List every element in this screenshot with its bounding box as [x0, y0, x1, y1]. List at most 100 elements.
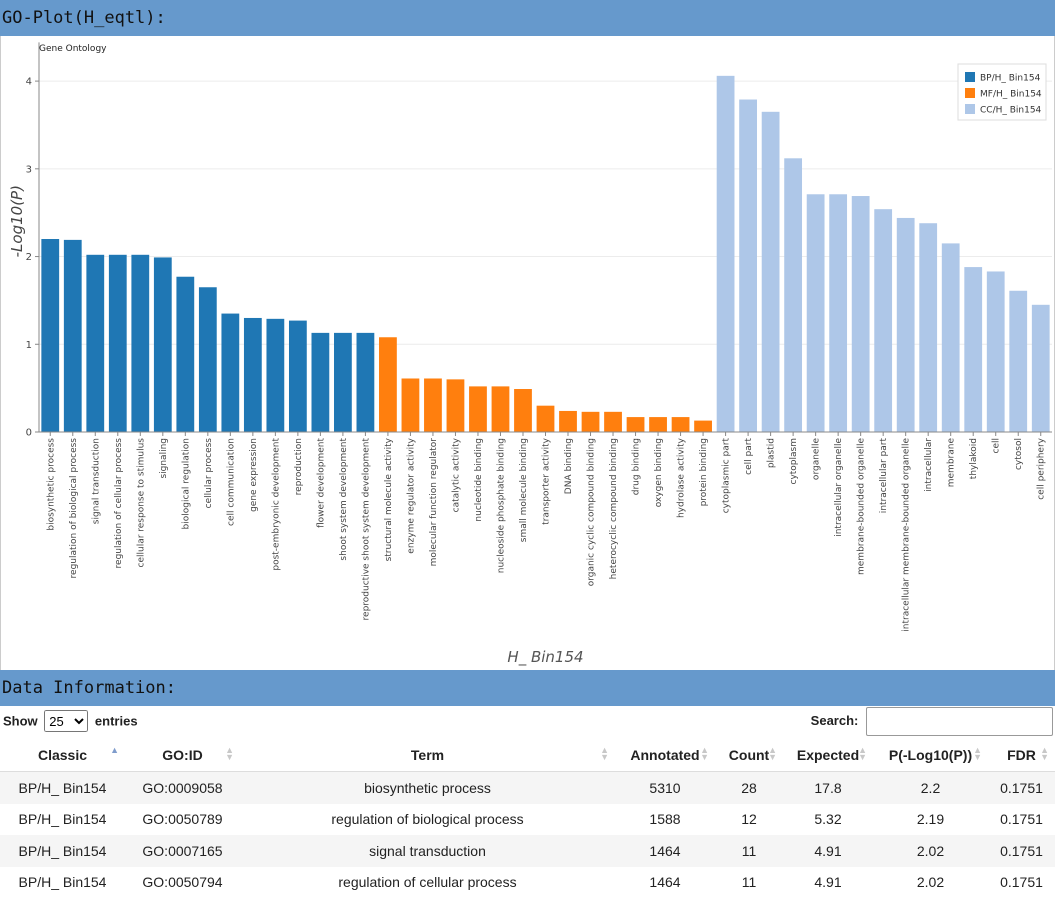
x-tick-label: shoot system development	[339, 438, 349, 561]
bar	[717, 76, 735, 432]
table-cell: 11	[715, 835, 783, 867]
legend-label: MF/H_ Bin154	[980, 90, 1042, 100]
table-cell: 4.91	[783, 835, 873, 867]
x-tick-label: reproduction	[294, 438, 304, 495]
table-cell: GO:0009058	[125, 772, 240, 804]
x-tick-label: nucleoside phosphate binding	[496, 438, 506, 573]
table-cell: signal transduction	[240, 835, 615, 867]
x-tick-label: cytoplasmic part	[722, 438, 732, 514]
bar	[311, 333, 329, 432]
column-header[interactable]: Classic ▲	[0, 738, 125, 772]
x-tick-label: membrane-bounded organelle	[857, 438, 867, 575]
table-cell: 1588	[615, 804, 715, 836]
data-information-header: Data Information:	[0, 670, 1055, 706]
column-header[interactable]: P(-Log10(P))▲▼	[873, 738, 988, 772]
bar	[447, 379, 465, 432]
x-tick-label: biological regulation	[181, 438, 191, 529]
sort-ascending-icon: ▲	[110, 747, 119, 754]
bar	[199, 287, 217, 432]
bar	[942, 243, 960, 432]
bar	[784, 158, 802, 432]
chart-title: Gene Ontology	[39, 44, 107, 54]
bar	[424, 378, 442, 432]
column-header[interactable]: Term▲▼	[240, 738, 615, 772]
page-size-select[interactable]: 102550100	[44, 710, 88, 732]
x-tick-label: hydrolase activity	[677, 437, 687, 518]
column-header-label: FDR	[1007, 747, 1036, 763]
y-tick-label: 3	[26, 164, 32, 175]
bar	[874, 209, 892, 432]
x-tick-label: cellular response to stimulus	[136, 438, 146, 568]
x-tick-label: cell	[992, 438, 1002, 454]
bar	[289, 321, 307, 432]
table-cell: 2.19	[873, 804, 988, 836]
table-cell: 11	[715, 867, 783, 898]
x-tick-label: cell part	[744, 438, 754, 475]
bar	[649, 417, 667, 432]
entries-label: entries	[95, 714, 138, 729]
column-header-label: Annotated	[630, 747, 699, 763]
x-tick-label: intracellular membrane-bounded organelle	[902, 438, 912, 632]
x-tick-label: flower development	[316, 438, 326, 528]
x-tick-label: intracellular	[924, 438, 934, 492]
x-tick-label: DNA binding	[564, 438, 574, 494]
search-control: Search:	[811, 707, 1053, 736]
column-header[interactable]: FDR▲▼	[988, 738, 1055, 772]
table-controls: Show 102550100 entries Search:	[0, 706, 1055, 736]
table-cell: 2.2	[873, 772, 988, 804]
column-header[interactable]: GO:ID▲▼	[125, 738, 240, 772]
table-cell: regulation of biological process	[240, 804, 615, 836]
show-label: Show	[3, 714, 38, 729]
table-cell: 0.1751	[988, 835, 1055, 867]
data-information-title: Data Information:	[2, 678, 176, 698]
x-tick-label: small molecule binding	[519, 438, 529, 542]
bar	[582, 412, 600, 432]
x-tick-label: drug binding	[632, 438, 642, 495]
x-tick-label: gene expression	[249, 438, 259, 512]
bar	[176, 277, 194, 432]
column-header[interactable]: Annotated▲▼	[615, 738, 715, 772]
column-header-label: Classic	[38, 747, 87, 763]
bar	[266, 319, 284, 432]
go-data-table: Classic▲GO:ID▲▼Term▲▼Annotated▲▼Count▲▼E…	[0, 738, 1055, 898]
x-tick-label: signal transduction	[91, 438, 101, 524]
column-header-label: Expected	[797, 747, 859, 763]
table-cell: 28	[715, 772, 783, 804]
table-cell: BP/H_ Bin154	[0, 804, 125, 836]
x-tick-label: organic cyclic compound binding	[587, 438, 597, 586]
x-tick-label: cell periphery	[1037, 437, 1047, 499]
search-input[interactable]	[866, 707, 1053, 736]
y-tick-label: 2	[26, 252, 32, 263]
bar	[672, 417, 690, 432]
bar	[559, 411, 577, 432]
table-cell: 2.02	[873, 867, 988, 898]
bar	[64, 240, 82, 432]
column-header[interactable]: Expected▲▼	[783, 738, 873, 772]
x-tick-label: regulation of cellular process	[114, 438, 124, 569]
legend-swatch	[965, 88, 975, 98]
table-cell: 12	[715, 804, 783, 836]
table-cell: 1464	[615, 835, 715, 867]
bar	[86, 255, 104, 432]
x-tick-label: organelle	[812, 438, 822, 481]
legend-swatch	[965, 72, 975, 82]
bar	[964, 267, 982, 432]
bar	[1009, 291, 1027, 432]
bar	[109, 255, 127, 432]
x-tick-label: cell communication	[226, 438, 236, 526]
x-tick-label: regulation of biological process	[69, 438, 79, 579]
table-cell: 1464	[615, 867, 715, 898]
table-cell: BP/H_ Bin154	[0, 867, 125, 898]
legend-swatch	[965, 104, 975, 114]
x-tick-label: nucleotide binding	[474, 438, 484, 522]
table-cell: 4.91	[783, 867, 873, 898]
table-cell: GO:0050789	[125, 804, 240, 836]
bar	[829, 194, 847, 432]
bar	[357, 333, 375, 432]
y-tick-label: 4	[26, 77, 32, 88]
x-tick-label: enzyme regulator activity	[406, 437, 416, 553]
bar	[897, 218, 915, 432]
column-header[interactable]: Count▲▼	[715, 738, 783, 772]
